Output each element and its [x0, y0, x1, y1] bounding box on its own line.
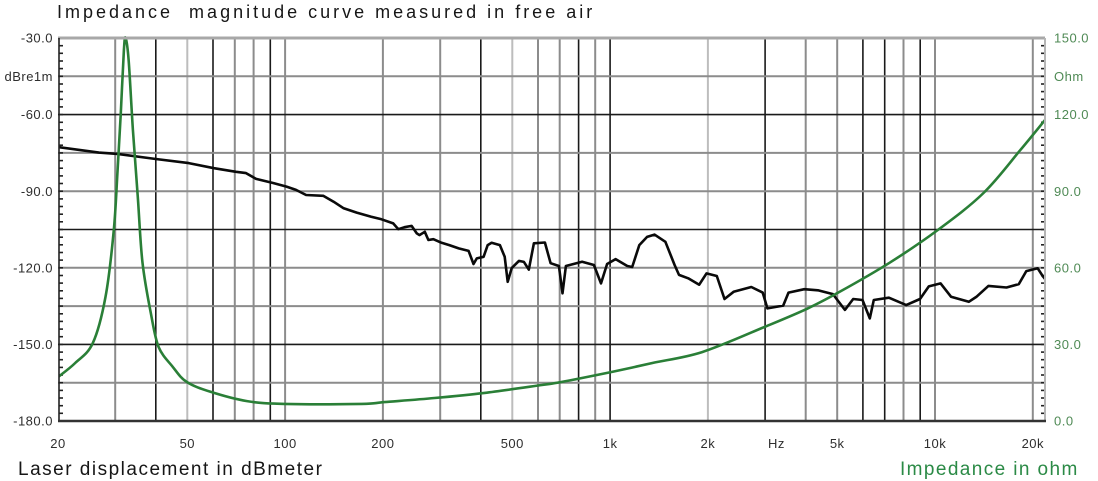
y-right-axis-labels: 150.0 120.0 90.0 60.0 30.0 0.0 Ohm: [1054, 31, 1089, 429]
x-tick-label: 20k: [1022, 436, 1044, 451]
y-left-tick-label: -180.0: [13, 414, 53, 429]
y-right-tick-label: 120.0: [1054, 107, 1089, 122]
x-tick-label: 500: [501, 436, 524, 451]
displacement-axis-caption: Laser displacement in dBmeter: [18, 459, 324, 480]
y-right-tick-label: 150.0: [1054, 31, 1089, 46]
x-tick-label: 10k: [924, 436, 946, 451]
y-left-tick-label: -90.0: [21, 184, 53, 199]
y-left-unit-label: dBre1m: [4, 69, 53, 84]
x-axis-unit-label: Hz: [768, 436, 785, 451]
plot-frame: [58, 36, 1046, 423]
x-tick-label: 2k: [701, 436, 716, 451]
y-right-tick-label: 90.0: [1054, 184, 1081, 199]
x-tick-label: 200: [371, 436, 394, 451]
y-left-tick-label: -30.0: [21, 31, 53, 46]
x-tick-label: 1k: [603, 436, 618, 451]
y-right-tick-label: 30.0: [1054, 337, 1081, 352]
y-left-axis-labels: -30.0 -60.0 -90.0 -120.0 -150.0 -180.0 dBre1m: [4, 31, 53, 429]
curves: [59, 36, 1045, 406]
y-left-tick-label: -150.0: [13, 337, 53, 352]
x-tick-label: 5k: [830, 436, 845, 451]
y-right-tick-label: 60.0: [1054, 260, 1081, 275]
impedance-curve: [59, 36, 1045, 406]
x-axis-labels: 20 50 100 200 500 1k 2k 5k 10k 20k Hz: [50, 436, 1044, 451]
x-tick-label: 50: [180, 436, 195, 451]
y-right-unit-label: Ohm: [1054, 69, 1084, 84]
displacement-curve: [59, 145, 1045, 320]
x-tick-label: 100: [273, 436, 296, 451]
y-left-tick-label: -120.0: [13, 260, 53, 275]
chart-title: Impedance magnitude curve measured in fr…: [57, 2, 596, 22]
y-left-tick-label: -60.0: [21, 107, 53, 122]
impedance-axis-caption: Impedance in ohm: [900, 459, 1079, 480]
y-right-tick-label: 0.0: [1054, 414, 1074, 429]
x-tick-label: 20: [50, 436, 65, 451]
grid-lines: [58, 38, 1045, 421]
